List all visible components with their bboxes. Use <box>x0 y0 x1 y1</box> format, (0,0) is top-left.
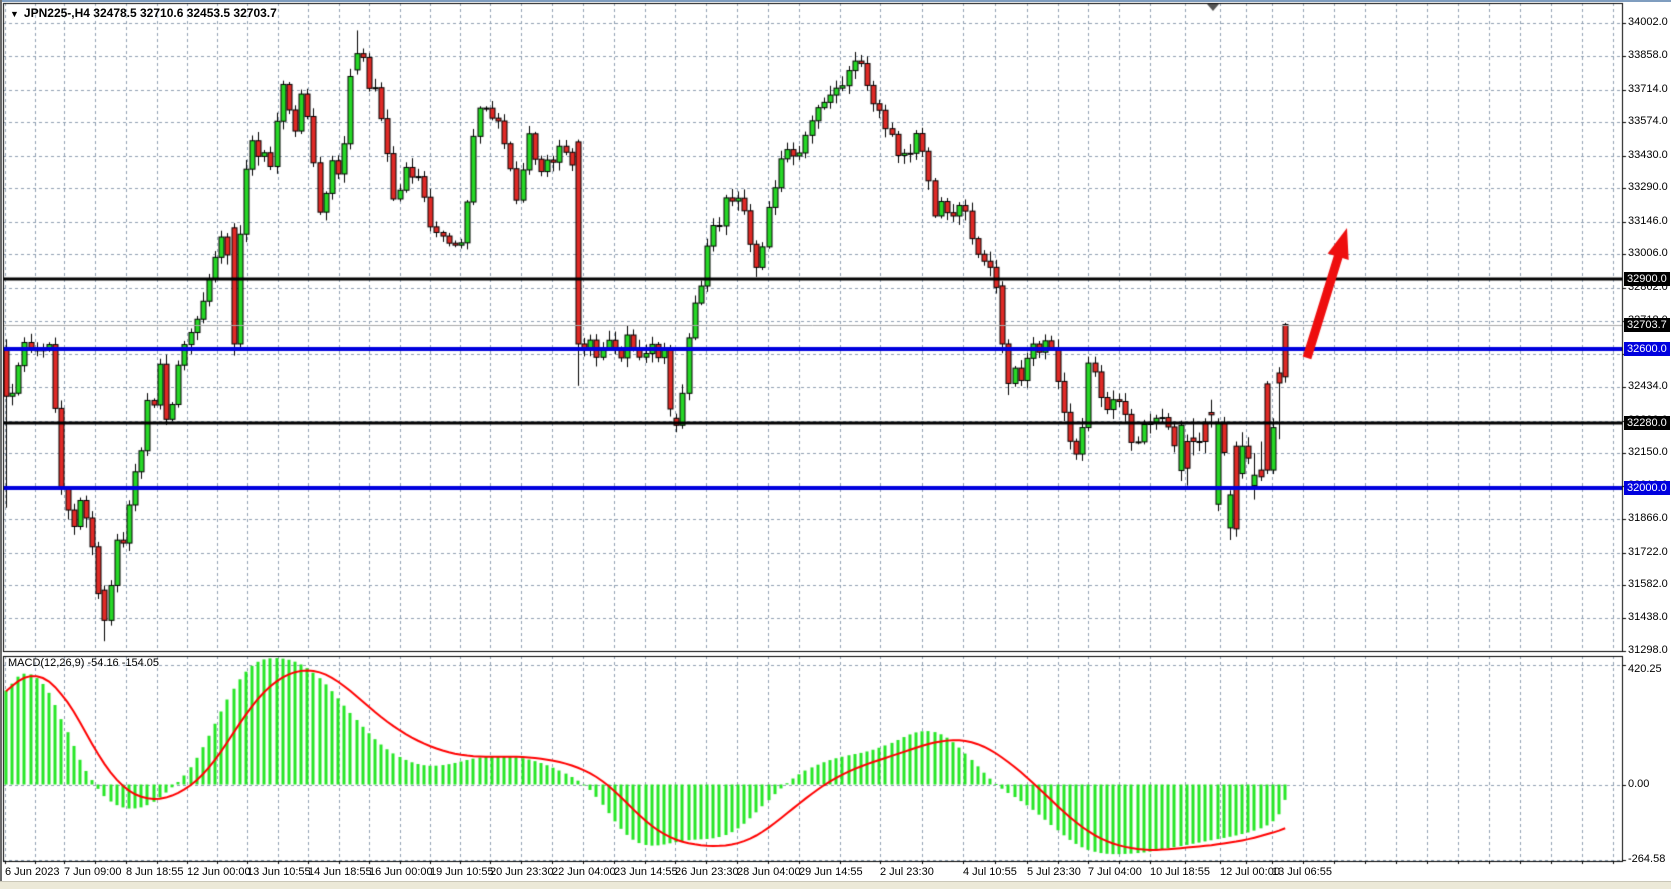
macd-axis-label: -264.58 <box>1628 852 1666 865</box>
price-line-badge: 32280.0 <box>1624 415 1670 430</box>
time-axis-label: 7 Jun 09:00 <box>64 866 122 878</box>
time-axis-label: 19 Jun 10:55 <box>430 866 494 878</box>
macd-label-text: MACD(12,26,9) <box>8 657 85 669</box>
time-axis-label: 13 Jun 10:55 <box>247 866 311 878</box>
title-marker-icon: ▼ <box>10 9 19 19</box>
time-axis-label: 20 Jun 23:30 <box>490 866 554 878</box>
price-axis-label: 33290.0 <box>1628 181 1668 194</box>
time-axis-label: 4 Jul 10:55 <box>963 866 1017 878</box>
price-axis-label: 34002.0 <box>1628 16 1668 28</box>
price-axis-label: 31866.0 <box>1628 512 1668 525</box>
time-axis-label: 6 Jun 2023 <box>5 866 60 878</box>
window-bottom-strip <box>0 881 1671 889</box>
price-axis-label: 33006.0 <box>1628 247 1668 260</box>
time-axis-label: 10 Jul 18:55 <box>1150 866 1210 878</box>
price-line-badge: 32600.0 <box>1624 341 1670 356</box>
price-axis-label: 31582.0 <box>1628 578 1668 591</box>
current-price-badge: 32703.7 <box>1624 317 1670 332</box>
price-axis-label: 31438.0 <box>1628 611 1668 624</box>
price-line-badge: 32900.0 <box>1624 271 1670 286</box>
macd-axis-label: 420.25 <box>1628 663 1662 675</box>
time-axis-label: 23 Jun 14:55 <box>614 866 678 878</box>
time-axis-label: 28 Jun 04:00 <box>737 866 801 878</box>
chart-title: ▼ JPN225-,H4 32478.5 32710.6 32453.5 3270… <box>10 6 277 20</box>
time-axis-label: 29 Jun 14:55 <box>799 866 863 878</box>
window-left-edge <box>0 0 2 889</box>
time-axis-label: 16 Jun 00:00 <box>369 866 433 878</box>
time-axis-label: 12 Jul 00:00 <box>1220 866 1280 878</box>
price-axis-label: 33714.0 <box>1628 82 1668 95</box>
macd-values-text: -54.16 -154.05 <box>87 657 160 669</box>
time-axis-label: 12 Jun 00:00 <box>187 866 251 878</box>
window-top-edge <box>0 0 1671 2</box>
time-axis-label: 13 Jul 06:55 <box>1272 866 1332 878</box>
macd-axis-label: 0.00 <box>1628 777 1650 790</box>
price-line-badge: 32000.0 <box>1624 480 1670 495</box>
macd-indicator-label: MACD(12,26,9) -54.16 -154.05 <box>8 657 159 669</box>
chart-title-text: JPN225-,H4 32478.5 32710.6 32453.5 32703… <box>23 6 277 20</box>
time-axis-label: 8 Jun 18:55 <box>126 866 184 878</box>
price-axis-label: 32434.0 <box>1628 380 1668 393</box>
time-axis-label: 5 Jul 23:30 <box>1027 866 1081 878</box>
price-axis-label: 33858.0 <box>1628 49 1668 62</box>
time-axis-label: 26 Jun 23:30 <box>675 866 739 878</box>
price-axis-label: 33574.0 <box>1628 115 1668 128</box>
price-axis-label: 33430.0 <box>1628 148 1668 161</box>
price-axis-label: 31722.0 <box>1628 545 1668 558</box>
time-axis-label: 14 Jun 18:55 <box>308 866 372 878</box>
price-axis-label: 33146.0 <box>1628 214 1668 227</box>
time-axis-label: 2 Jul 23:30 <box>880 866 934 878</box>
price-axis-label: 31298.0 <box>1628 644 1668 656</box>
price-axis-label: 32150.0 <box>1628 446 1668 459</box>
time-axis-label: 22 Jun 04:00 <box>552 866 616 878</box>
time-axis-label: 7 Jul 04:00 <box>1088 866 1142 878</box>
